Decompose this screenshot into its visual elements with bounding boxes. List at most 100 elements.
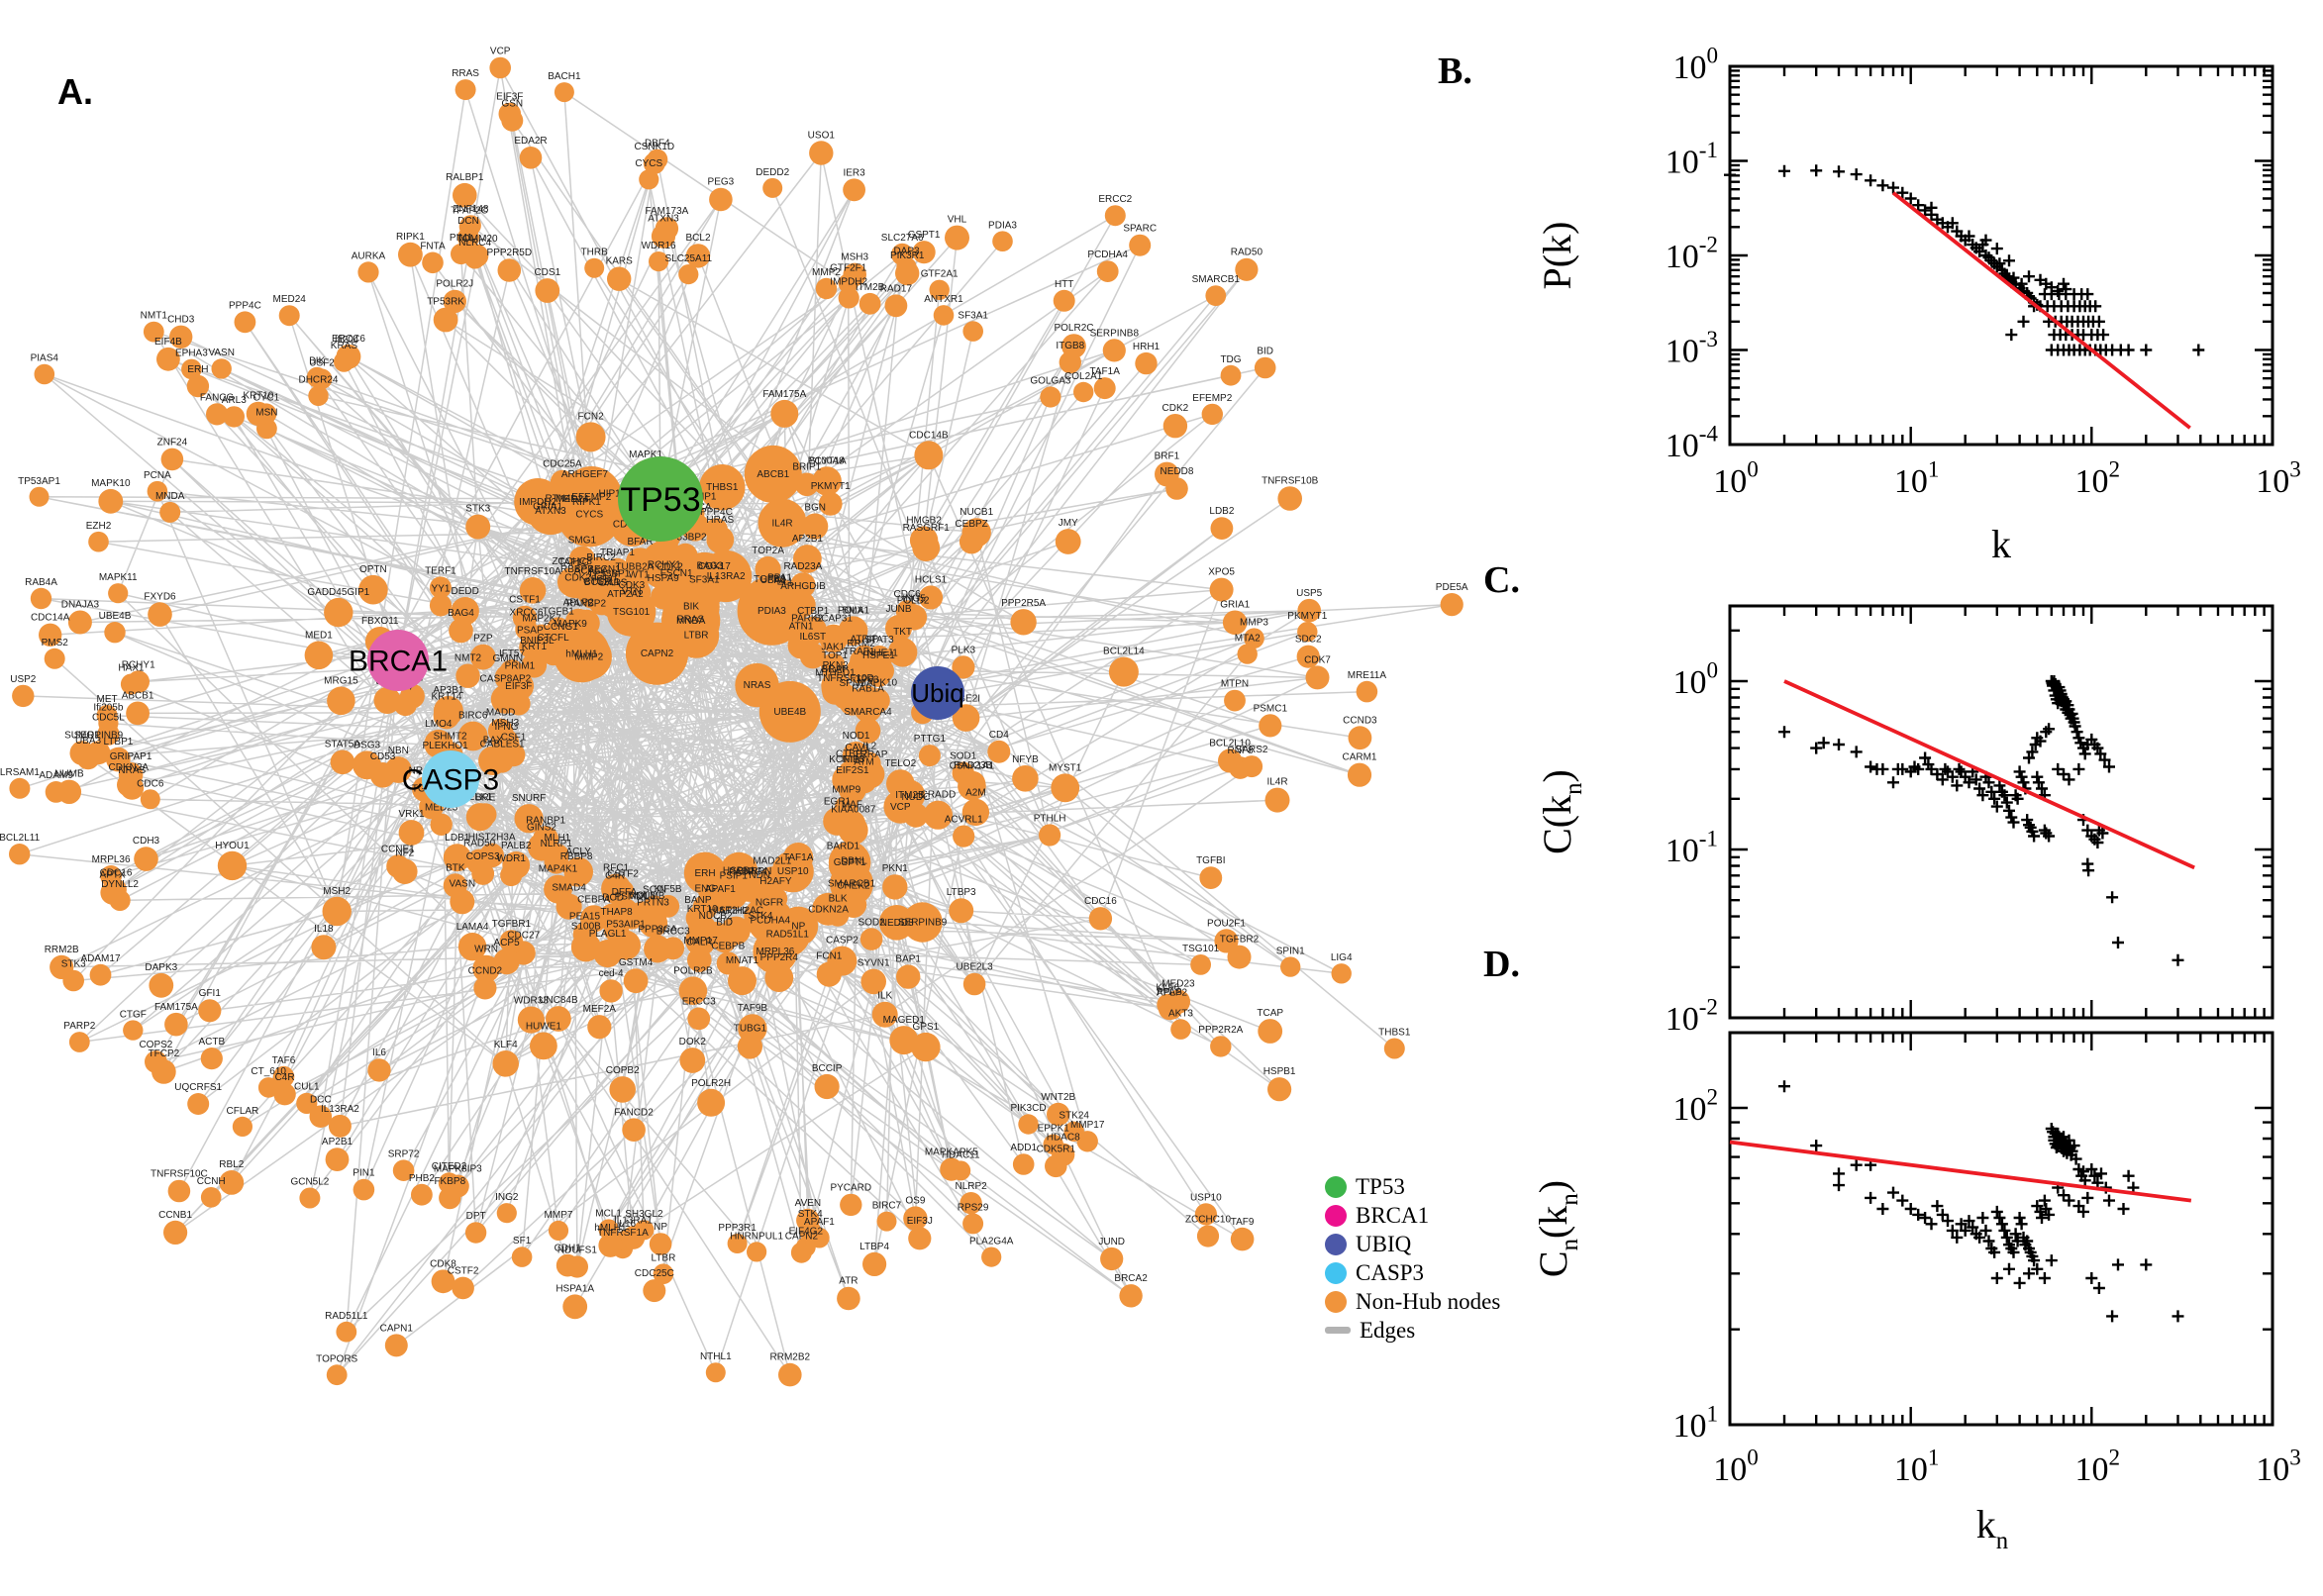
node-label: CEBPB (711, 941, 745, 951)
node-label: PLAGL1 (589, 929, 627, 940)
non-hub-node (643, 1279, 666, 1303)
non-hub-node (325, 1147, 350, 1171)
node-label: NP (791, 922, 805, 933)
non-hub-node (429, 594, 453, 617)
non-hub-node (1210, 1036, 1232, 1057)
node-label: hMLH1 (594, 1223, 627, 1234)
node-label: TAF1A (1090, 366, 1121, 377)
y-axis-label: C(kn) (1535, 769, 1587, 854)
non-hub-node (163, 1220, 188, 1245)
node-label: ATXN3 (648, 214, 679, 225)
node-label: TRRAP (855, 749, 888, 760)
node-label: CSNK1D (635, 142, 675, 152)
legend-item-nonhub: Non-Hub nodes (1325, 1287, 1500, 1316)
non-hub-node (273, 1083, 296, 1106)
non-hub-node (1222, 610, 1248, 636)
node-label: RAD23B (954, 760, 992, 771)
node-label: BRF1 (1155, 451, 1180, 462)
node-label: ERH (187, 364, 208, 375)
non-hub-node (306, 366, 328, 388)
non-hub-node (469, 644, 496, 670)
x-axis-label: k (1991, 522, 2011, 566)
node-label: SNRPN (737, 866, 771, 877)
non-hub-node (299, 1187, 321, 1209)
non-hub-node (1162, 414, 1188, 439)
fit-line (1783, 679, 2195, 870)
non-hub-node (465, 244, 489, 267)
node-label: FAM175A (762, 389, 806, 400)
non-hub-node (886, 769, 915, 798)
node-label: BID (1257, 347, 1273, 357)
non-hub-node (599, 979, 623, 1003)
legend: TP53 BRCA1 UBIQ CASP3 Non-Hub nodes Edge… (1325, 1172, 1500, 1345)
non-hub-node (953, 825, 975, 848)
non-hub-node (12, 684, 35, 708)
node-label: DEDD (452, 586, 479, 597)
node-label: CDK7 (1304, 654, 1331, 665)
node-label: USF2 (309, 357, 335, 368)
y-tick-label: 101 (1672, 1402, 1718, 1445)
node-label: SLC27A6 (881, 233, 924, 244)
node-label: PMS2 (42, 638, 69, 648)
non-hub-node (622, 1118, 646, 1142)
node-label: SMARCA4 (844, 707, 892, 718)
non-hub-node (918, 585, 944, 610)
node-label: CASP8AP2 (480, 674, 532, 685)
node-label: TGFB2 (754, 574, 786, 585)
node-label: BAX (483, 736, 503, 747)
node-label: NRAS (744, 680, 771, 691)
node-label: TUBG1 (734, 1023, 767, 1034)
node-label: FNTA (420, 242, 446, 252)
node-label: HMGB2 (906, 516, 942, 527)
non-hub-node (309, 1105, 333, 1128)
node-label: CDKN2A (808, 904, 849, 915)
node-label: RBBP8 (560, 851, 593, 862)
hub-label-brca1: BRCA1 (349, 646, 448, 678)
node-label: IFI16 (842, 754, 864, 765)
plot-frame (1728, 604, 2274, 1020)
node-label: RAB4A (25, 577, 57, 588)
non-hub-node (472, 954, 500, 983)
non-hub-node (839, 616, 868, 646)
non-hub-node (1220, 364, 1242, 386)
x-tick-label: 101 (1894, 1446, 1940, 1488)
node-label: TOMM20 (456, 234, 498, 245)
node-label: RRAS (676, 615, 704, 626)
node-label: KRT10 (687, 904, 718, 915)
non-hub-node (860, 968, 886, 995)
non-hub-node (823, 661, 847, 685)
non-hub-node (181, 358, 202, 380)
node-label: PPP3CA (638, 924, 677, 935)
non-hub-node (722, 917, 745, 940)
node-label: BCAP31 (815, 614, 854, 625)
node-label: FKBP8 (434, 1176, 465, 1187)
node-label: SF3A1 (958, 310, 988, 321)
non-hub-node (156, 347, 180, 371)
non-hub-node (885, 615, 912, 643)
node-label: NDN (749, 870, 770, 881)
non-hub-node (148, 602, 172, 627)
node-label: PKN2 (823, 660, 850, 671)
node-label: NLRP1 (541, 839, 573, 849)
node-label: ITGB8 (1056, 341, 1084, 351)
non-hub-node (546, 1006, 571, 1032)
node-label: FBXO11 (361, 616, 399, 627)
non-hub-node (457, 933, 487, 961)
node-label: TUBB2A (615, 562, 654, 573)
non-hub-node (443, 289, 466, 314)
node-label: ARIH2 (719, 906, 749, 917)
non-hub-node (1061, 334, 1086, 358)
non-hub-node (702, 922, 729, 948)
node-label: DCN (457, 216, 479, 227)
axis-ticks (1728, 64, 2274, 447)
node-label: BACH1 (548, 71, 581, 82)
non-hub-node (735, 662, 779, 708)
node-label: CDC5L (92, 712, 125, 723)
non-hub-node (145, 1050, 167, 1073)
node-label: PDIA3 (758, 606, 786, 617)
non-hub-node (492, 1050, 519, 1077)
non-hub-node (596, 499, 623, 527)
non-hub-node (443, 844, 471, 872)
node-label: MYST1 (1049, 762, 1082, 773)
non-hub-node (843, 262, 866, 287)
